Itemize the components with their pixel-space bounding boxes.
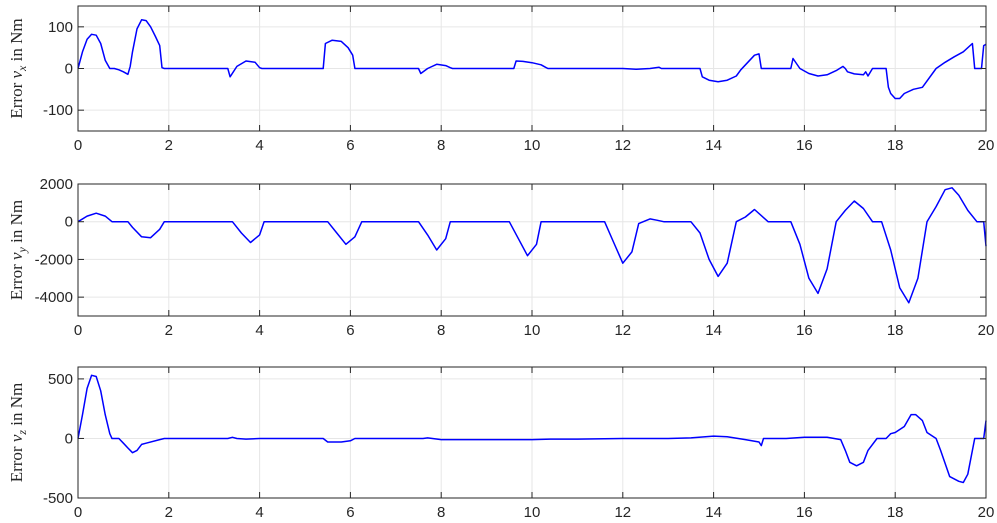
y-tick-label: 2000 — [40, 176, 73, 193]
x-tick-label: 20 — [978, 504, 995, 521]
y-axis-label: Error νz in Nm — [7, 383, 29, 483]
x-tick-label: 16 — [796, 322, 813, 339]
x-tick-label: 6 — [346, 504, 354, 521]
x-tick-label: 14 — [705, 322, 722, 339]
x-tick-label: 6 — [346, 137, 354, 154]
panel-nu-y: 0 2 4 6 8 10 12 14 16 18 20 -4000 -2000 0 2000 Error νy… — [7, 176, 994, 339]
x-tick-label: 6 — [346, 322, 354, 339]
x-tick-label: 0 — [74, 322, 82, 339]
x-tick-label: 8 — [437, 504, 445, 521]
y-tick-label: 0 — [65, 61, 73, 78]
x-tick-label: 2 — [165, 504, 173, 521]
x-tick-label: 0 — [74, 137, 82, 154]
x-tick-label: 10 — [524, 504, 541, 521]
y-tick-label: -100 — [43, 102, 73, 119]
x-tick-label: 16 — [796, 504, 813, 521]
x-tick-label: 4 — [255, 322, 263, 339]
y-axis-label: Error νx in Nm — [7, 18, 29, 118]
x-tick-label: 8 — [437, 322, 445, 339]
error-series-line — [77, 19, 987, 100]
x-tick-label: 4 — [255, 137, 263, 154]
x-tick-label: 0 — [74, 504, 82, 521]
x-tick-label: 14 — [705, 504, 722, 521]
x-tick-label: 12 — [614, 137, 631, 154]
x-tick-label: 20 — [978, 322, 995, 339]
x-tick-label: 10 — [524, 322, 541, 339]
y-tick-label: -4000 — [35, 289, 73, 306]
y-tick-label: 100 — [48, 19, 73, 36]
y-tick-label: -500 — [43, 490, 73, 507]
x-tick-label: 12 — [614, 504, 631, 521]
error-series-line — [77, 187, 987, 304]
x-tick-label: 18 — [887, 322, 904, 339]
x-tick-label: 12 — [614, 322, 631, 339]
y-tick-label: 500 — [48, 371, 73, 388]
x-tick-label: 20 — [978, 137, 995, 154]
panel-nu-x: 0 2 4 6 8 10 12 14 16 18 20 -100 0 100 Error νx in Nm — [7, 5, 995, 154]
y-axis-label: Error νy in Nm — [7, 200, 29, 300]
x-tick-label: 18 — [887, 504, 904, 521]
x-tick-label: 4 — [255, 504, 263, 521]
x-tick-label: 2 — [165, 137, 173, 154]
y-tick-label: 0 — [65, 214, 73, 231]
x-tick-label: 16 — [796, 137, 813, 154]
x-tick-label: 10 — [524, 137, 541, 154]
x-tick-label: 2 — [165, 322, 173, 339]
x-tick-label: 18 — [887, 137, 904, 154]
x-tick-label: 14 — [705, 137, 722, 154]
error-series-line — [77, 374, 987, 484]
y-tick-label: -2000 — [35, 251, 73, 268]
x-tick-label: 8 — [437, 137, 445, 154]
y-tick-label: 0 — [65, 430, 73, 447]
